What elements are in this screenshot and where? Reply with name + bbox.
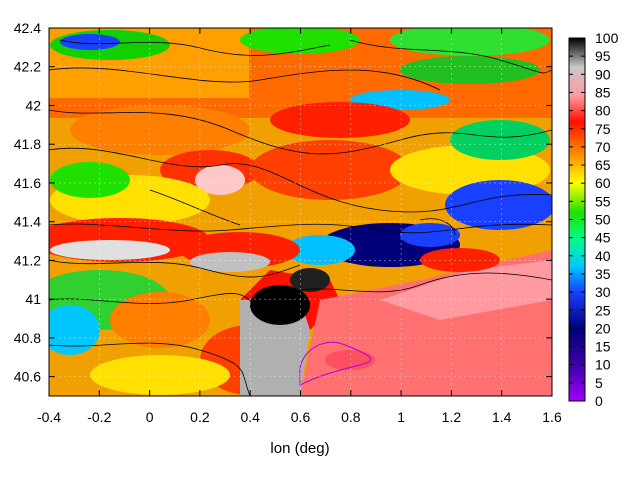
x-tick-label: 0.4 — [240, 409, 260, 425]
colorbar-tick-label: 60 — [595, 175, 611, 191]
colorbar-tick-label: 65 — [595, 157, 611, 173]
colorbar-tick-label: 90 — [595, 66, 611, 82]
x-tick-label: 1.4 — [492, 409, 512, 425]
x-tick-label: 0.2 — [190, 409, 210, 425]
colorbar-tick-label: 0 — [595, 393, 603, 409]
y-tick-label: 41.8 — [14, 136, 41, 152]
y-tick-label: 41.4 — [14, 214, 41, 230]
colorbar-tick-label: 10 — [595, 357, 611, 373]
y-axis-ticks: 40.6 40.8 41 41.2 41.4 41.6 41.8 42 42.2 42.4 — [14, 20, 552, 385]
contour-lines — [49, 39, 552, 396]
low-value-contours — [299, 341, 372, 386]
colorbar-tick-label: 20 — [595, 320, 611, 336]
x-tick-label: -0.4 — [37, 409, 61, 425]
colorbar-tick-label: 35 — [595, 266, 611, 282]
colorbar-tick-label: 80 — [595, 103, 611, 119]
x-tick-label: 1.6 — [542, 409, 562, 425]
y-tick-label: 41.6 — [14, 175, 41, 191]
colorbar-tick-label: 15 — [595, 339, 611, 355]
x-tick-label: -0.2 — [87, 409, 111, 425]
colorbar-tick-label: 70 — [595, 139, 611, 155]
grid-lines — [49, 28, 552, 396]
x-tick-label: 0.8 — [341, 409, 361, 425]
colorbar-tick-label: 100 — [595, 30, 619, 46]
colorbar-tick-label: 30 — [595, 284, 611, 300]
colorbar-tick-label: 45 — [595, 230, 611, 246]
colorbar-ticks: 0 5 10 15 20 25 30 35 40 45 50 55 60 65 70 75 80 85 90 95 10… — [569, 30, 619, 409]
y-tick-label: 41.2 — [14, 252, 41, 268]
colorbar-tick-label: 25 — [595, 302, 611, 318]
colorbar-tick-label: 95 — [595, 48, 611, 64]
x-tick-label: 0 — [146, 409, 154, 425]
y-tick-label: 40.6 — [14, 369, 41, 385]
x-tick-label: 1 — [397, 409, 405, 425]
colorbar-tick-label: 55 — [595, 193, 611, 209]
x-tick-label: 0.6 — [291, 409, 311, 425]
colorbar: 0 5 10 15 20 25 30 35 40 45 50 55 60 65 70 75 80 85 90 95 10… — [568, 30, 619, 409]
y-tick-label: 42.2 — [14, 59, 41, 75]
y-tick-label: 40.8 — [14, 330, 41, 346]
x-axis-ticks: -0.4 -0.2 0 0.2 0.4 0.6 0.8 1 1.2 1.4 1.6 — [37, 28, 562, 425]
plot-area — [49, 28, 552, 396]
colorbar-tick-label: 50 — [595, 212, 611, 228]
x-axis-label: lon (deg) — [270, 440, 329, 457]
colorbar-tick-label: 5 — [595, 375, 603, 391]
colorbar-tick-label: 75 — [595, 121, 611, 137]
colorbar-tick-label: 40 — [595, 248, 611, 264]
y-tick-label: 41 — [25, 291, 41, 307]
x-tick-label: 1.2 — [442, 409, 462, 425]
colorbar-tick-label: 85 — [595, 84, 611, 100]
y-tick-label: 42 — [25, 97, 41, 113]
y-tick-label: 42.4 — [14, 20, 41, 36]
